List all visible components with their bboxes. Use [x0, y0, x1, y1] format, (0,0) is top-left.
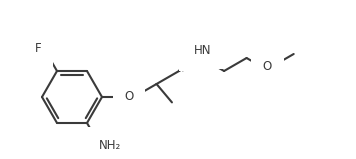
Text: NH₂: NH₂ — [99, 138, 121, 152]
Text: F: F — [35, 42, 41, 55]
Text: O: O — [124, 90, 134, 103]
Text: O: O — [262, 61, 272, 73]
Text: O: O — [190, 46, 200, 59]
Text: HN: HN — [194, 45, 211, 58]
